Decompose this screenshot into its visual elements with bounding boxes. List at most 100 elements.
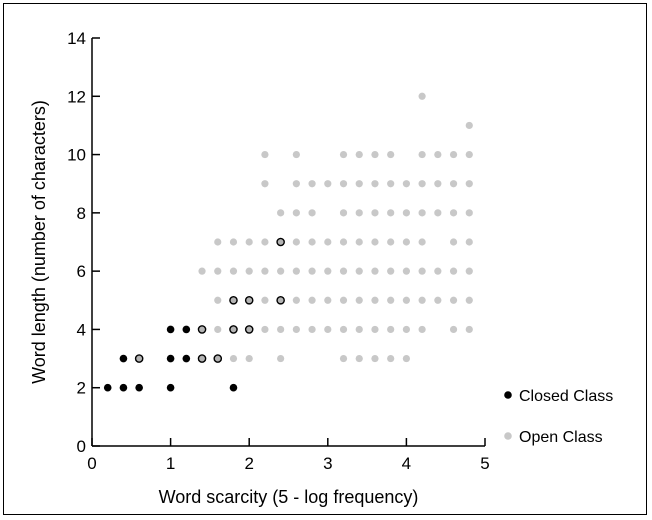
open-class-point <box>229 354 238 363</box>
overlap-point <box>197 354 207 363</box>
open-class-point <box>292 325 300 334</box>
open-class-point <box>324 180 332 188</box>
open-class-point <box>277 209 285 217</box>
open-class-point <box>387 296 395 304</box>
open-class-point <box>324 325 332 334</box>
open-class-point <box>418 238 426 246</box>
open-class-point <box>465 325 473 334</box>
y-tick-label: 6 <box>77 262 86 281</box>
open-class-point <box>355 325 363 334</box>
open-class-point <box>449 238 458 246</box>
closed-class-legend-label: Closed Class <box>519 388 613 405</box>
overlap-point <box>276 295 285 305</box>
closed-class-point <box>103 383 112 392</box>
open-class-point <box>418 296 426 304</box>
open-class-point <box>387 150 395 159</box>
closed-class-point <box>166 354 175 363</box>
open-class-point <box>418 150 426 159</box>
closed-class-point <box>119 383 128 392</box>
open-class-point <box>261 180 269 188</box>
open-class-point <box>371 354 379 363</box>
open-class-point <box>355 209 363 217</box>
x-tick-label: 0 <box>87 454 96 473</box>
open-class-point <box>371 150 379 159</box>
open-class-point <box>387 180 395 188</box>
closed-class-point <box>229 383 238 392</box>
open-class-point <box>308 209 316 217</box>
open-class-point <box>324 238 332 246</box>
overlap-point <box>229 325 238 334</box>
open-class-point <box>434 267 442 275</box>
closed-class-point <box>135 383 143 392</box>
overlap-point <box>213 354 223 363</box>
closed-class-point <box>182 325 191 334</box>
open-class-point <box>308 238 316 246</box>
open-class-point <box>418 209 426 217</box>
open-class-point <box>402 296 410 304</box>
open-class-point <box>214 238 222 246</box>
open-class-point <box>355 267 363 275</box>
open-class-point <box>261 325 269 334</box>
y-axis-label: Word length (number of characters) <box>29 100 49 384</box>
y-tick-label: 4 <box>77 320 86 339</box>
open-class-point <box>339 354 348 363</box>
open-class-point <box>465 238 473 246</box>
open-class-point <box>355 296 363 304</box>
open-class-point <box>214 325 222 334</box>
open-class-point <box>277 325 285 334</box>
y-tick-label: 12 <box>67 87 86 106</box>
open-class-legend-marker <box>504 432 512 440</box>
open-class-point <box>387 267 395 275</box>
overlap-point <box>244 295 254 305</box>
open-class-point <box>449 180 458 188</box>
y-tick-label: 0 <box>77 437 86 456</box>
open-class-point <box>339 209 348 217</box>
open-class-legend-label: Open Class <box>519 429 603 446</box>
open-class-point <box>308 296 316 304</box>
open-class-point <box>465 209 473 217</box>
open-class-point <box>387 238 395 246</box>
open-class-point <box>339 150 348 159</box>
x-tick-label: 4 <box>402 454 411 473</box>
open-class-point <box>229 267 238 275</box>
open-class-point <box>214 296 222 304</box>
open-class-point <box>387 325 395 334</box>
overlap-point <box>134 354 144 363</box>
y-tick-label: 8 <box>77 204 86 223</box>
open-class-point <box>292 150 300 159</box>
open-class-point <box>371 296 379 304</box>
open-class-point <box>434 180 442 188</box>
closed-class-legend-marker <box>504 391 512 399</box>
plot-points <box>103 92 473 392</box>
open-class-point <box>449 267 458 275</box>
open-class-point <box>339 296 348 304</box>
open-class-point <box>418 180 426 188</box>
open-class-point <box>324 296 332 304</box>
open-class-point <box>277 354 285 363</box>
open-class-point <box>308 180 316 188</box>
open-class-point <box>355 180 363 188</box>
overlap-point <box>276 237 285 247</box>
open-class-point <box>371 209 379 217</box>
overlap-point <box>197 325 207 334</box>
open-class-point <box>292 267 300 275</box>
y-tick-label: 2 <box>77 379 86 398</box>
open-class-point <box>402 180 410 188</box>
x-tick-label: 1 <box>166 454 175 473</box>
open-class-point <box>245 354 253 363</box>
open-class-point <box>371 267 379 275</box>
open-class-point <box>339 180 348 188</box>
open-class-point <box>449 325 458 334</box>
open-class-point <box>229 238 238 246</box>
open-class-point <box>308 267 316 275</box>
open-class-point <box>387 354 395 363</box>
open-class-point <box>261 150 269 159</box>
open-class-point <box>402 354 410 363</box>
closed-class-point <box>166 383 175 392</box>
open-class-point <box>245 267 253 275</box>
open-class-point <box>402 325 410 334</box>
open-class-point <box>465 121 473 130</box>
open-class-point <box>418 267 426 275</box>
overlap-point <box>244 325 254 334</box>
